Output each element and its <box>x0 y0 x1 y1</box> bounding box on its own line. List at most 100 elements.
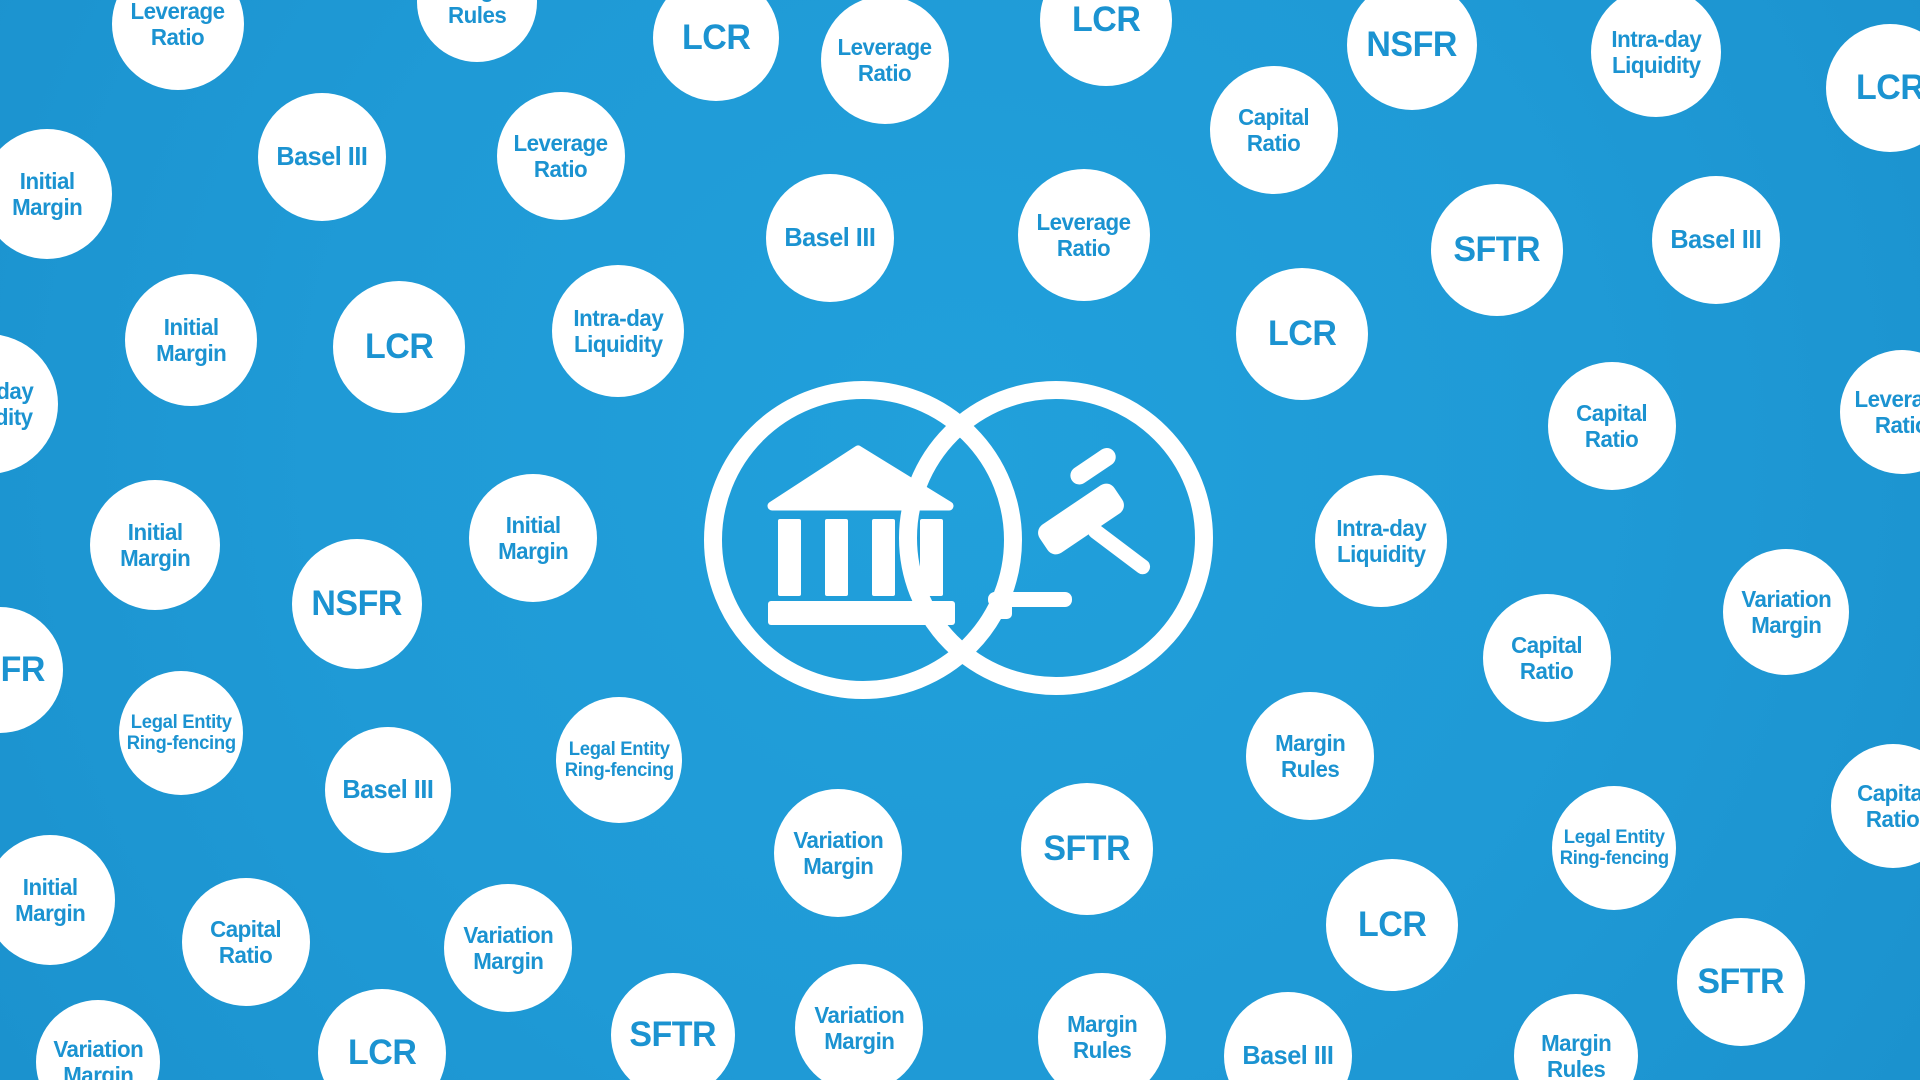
term-bubble-leverage-ratio: Leverage Ratio <box>1840 350 1920 474</box>
term-label: Leverage Ratio <box>513 130 609 182</box>
term-label: LCR <box>347 1033 417 1073</box>
term-bubble-lcr: LCR <box>653 0 779 101</box>
bank-circle-outline <box>704 381 1022 699</box>
term-label: Basel III <box>276 141 368 172</box>
term-label: Capital Ratio <box>1576 400 1648 452</box>
term-label: Leverage Ratio <box>1854 386 1920 438</box>
term-label: Margin Rules <box>1066 1011 1138 1063</box>
gavel-icon <box>988 448 1151 619</box>
term-bubble-intra-day-liquidity: Intra-day Liquidity <box>1591 0 1721 117</box>
term-label: Leverage Ratio <box>837 34 933 86</box>
term-bubble-legal-entity-ring-fencing: Legal Entity Ring-fencing <box>556 697 682 823</box>
term-bubble-initial-margin: Initial Margin <box>125 274 257 406</box>
term-label: SFTR <box>1453 230 1541 270</box>
term-bubble-legal-entity-ring-fencing: Legal Entity Ring-fencing <box>1552 786 1676 910</box>
bank-column <box>825 519 848 596</box>
term-label: Margin Rules <box>442 0 513 28</box>
term-bubble-intra-day-liquidity: Intra-day Liquidity <box>0 334 58 474</box>
term-bubble-intra-day-liquidity: Intra-day Liquidity <box>552 265 684 397</box>
term-bubble-capital-ratio: Capital Ratio <box>1483 594 1611 722</box>
term-label: SFTR <box>629 1015 717 1055</box>
term-bubble-capital-ratio: Capital Ratio <box>1831 744 1920 868</box>
term-bubble-leverage-ratio: Leverage Ratio <box>112 0 244 90</box>
term-label: Variation Margin <box>814 1002 904 1054</box>
term-label: Basel III <box>1670 224 1762 255</box>
term-label: Initial Margin <box>119 519 191 571</box>
term-bubble-leverage-ratio: Leverage Ratio <box>497 92 625 220</box>
term-bubble-basel-iii: Basel III <box>258 93 386 221</box>
term-bubble-margin-rules: Margin Rules <box>417 0 537 62</box>
term-bubble-sftr: SFTR <box>1431 184 1563 316</box>
bank-base <box>768 601 955 625</box>
term-label: Variation Margin <box>793 827 883 879</box>
term-bubble-variation-margin: Variation Margin <box>36 1000 160 1080</box>
term-label: Initial Margin <box>497 512 569 564</box>
term-bubble-lcr: LCR <box>333 281 465 413</box>
term-label: LCR <box>1357 905 1427 945</box>
term-bubble-variation-margin: Variation Margin <box>774 789 902 917</box>
term-label: SFTR <box>1043 829 1131 869</box>
term-label: Legal Entity Ring-fencing <box>564 738 674 781</box>
term-bubble-basel-iii: Basel III <box>325 727 451 853</box>
term-bubble-capital-ratio: Capital Ratio <box>1210 66 1338 194</box>
gavel-sound-block <box>988 592 1072 607</box>
term-bubble-lcr: LCR <box>318 989 446 1080</box>
term-bubble-capital-ratio: Capital Ratio <box>182 878 310 1006</box>
bank-column <box>920 519 943 596</box>
term-bubble-basel-iii: Basel III <box>766 174 894 302</box>
term-label: Intra-day Liquidity <box>1611 26 1701 78</box>
term-label: Leverage Ratio <box>1036 209 1132 261</box>
term-bubble-sftr: SFTR <box>611 973 735 1080</box>
term-bubble-nsfr: NSFR <box>0 607 63 733</box>
gavel-handle <box>1087 523 1151 575</box>
term-label: Intra-day Liquidity <box>0 378 33 430</box>
term-label: LCR <box>1855 68 1920 108</box>
term-label: LCR <box>1267 314 1337 354</box>
term-label: Initial Margin <box>11 168 83 220</box>
term-label: Initial Margin <box>155 314 227 366</box>
term-bubble-variation-margin: Variation Margin <box>1723 549 1849 675</box>
term-label: Legal Entity Ring-fencing <box>1559 826 1669 869</box>
term-label: Capital Ratio <box>1511 632 1583 684</box>
term-label: SFTR <box>1697 962 1785 1002</box>
bank-pediment <box>767 445 954 511</box>
gavel-circle-outline <box>899 381 1213 695</box>
term-label: LCR <box>1071 0 1141 40</box>
term-label: Basel III <box>1242 1040 1334 1071</box>
term-bubble-variation-margin: Variation Margin <box>795 964 923 1080</box>
term-label: NSFR <box>311 584 403 624</box>
term-bubble-margin-rules: Margin Rules <box>1038 973 1166 1080</box>
term-bubble-nsfr: NSFR <box>292 539 422 669</box>
gavel-head-band <box>1070 448 1116 485</box>
term-bubble-sftr: SFTR <box>1677 918 1805 1046</box>
term-label: LCR <box>364 327 434 367</box>
gavel-sound-block-pedestal <box>990 592 1012 619</box>
term-bubble-initial-margin: Initial Margin <box>0 835 115 965</box>
term-label: LCR <box>681 18 751 58</box>
term-bubble-initial-margin: Initial Margin <box>0 129 112 259</box>
term-label: Capital Ratio <box>210 916 282 968</box>
gavel-head <box>1038 483 1124 555</box>
term-bubble-intra-day-liquidity: Intra-day Liquidity <box>1315 475 1447 607</box>
term-label: Leverage Ratio <box>130 0 226 50</box>
term-label: NSFR <box>0 650 46 690</box>
term-bubble-nsfr: NSFR <box>1347 0 1477 110</box>
term-bubble-basel-iii: Basel III <box>1224 992 1352 1080</box>
term-label: Capital Ratio <box>1238 104 1310 156</box>
term-label: Initial Margin <box>14 874 86 926</box>
bank-icon <box>767 445 955 625</box>
term-bubble-margin-rules: Margin Rules <box>1514 994 1638 1080</box>
term-label: Legal Entity Ring-fencing <box>126 711 236 754</box>
term-label: Margin Rules <box>1540 1030 1612 1080</box>
term-bubble-lcr: LCR <box>1826 24 1920 152</box>
term-bubble-legal-entity-ring-fencing: Legal Entity Ring-fencing <box>119 671 243 795</box>
term-label: Basel III <box>342 774 434 805</box>
term-label: NSFR <box>1366 25 1458 65</box>
term-bubble-lcr: LCR <box>1236 268 1368 400</box>
term-label: Variation Margin <box>1741 586 1831 638</box>
term-label: Intra-day Liquidity <box>573 305 663 357</box>
term-label: Variation Margin <box>53 1036 143 1080</box>
term-bubble-capital-ratio: Capital Ratio <box>1548 362 1676 490</box>
term-label: Intra-day Liquidity <box>1336 515 1426 567</box>
term-label: Margin Rules <box>1274 730 1346 782</box>
